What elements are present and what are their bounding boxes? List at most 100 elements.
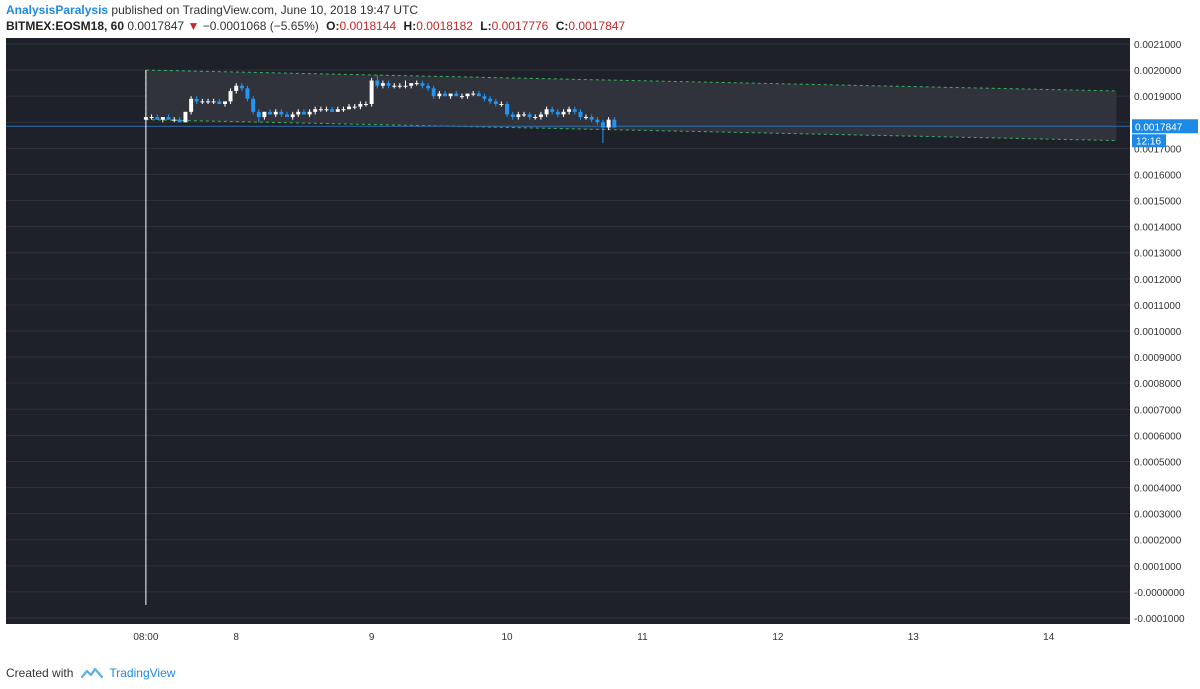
candle-body: [273, 111, 278, 115]
x-tick-label: 14: [1043, 632, 1055, 643]
candlestick-chart[interactable]: 0.00210000.00200000.00190000.00180000.00…: [6, 38, 1200, 656]
y-tick-label: 0.0020000: [1134, 66, 1182, 77]
last-price: 0.0017847: [127, 19, 185, 33]
y-tick-label: 0.0011000: [1134, 301, 1181, 312]
countdown-label-bg: [1132, 134, 1166, 148]
last-price-tag: 0.0017847 12:16: [1132, 119, 1198, 148]
candle-body: [149, 117, 154, 119]
candle-body: [166, 117, 171, 120]
candle-body: [307, 111, 312, 115]
candle-body: [493, 101, 498, 105]
candle-body: [211, 101, 216, 103]
y-tick-label: -0.0000000: [1134, 588, 1185, 599]
candle-body: [499, 104, 504, 106]
candle-body: [488, 98, 493, 102]
candle-body: [330, 109, 335, 112]
candle-body: [386, 83, 391, 86]
candle-body: [465, 93, 470, 97]
y-tick-label: 0.0016000: [1134, 170, 1182, 181]
candle-body: [561, 111, 566, 115]
candle-body: [268, 111, 273, 115]
symbol-label[interactable]: BITMEX:EOSM18, 60: [6, 19, 125, 33]
y-tick-label: 0.0010000: [1134, 327, 1182, 338]
x-tick-label: 08:00: [133, 632, 158, 643]
ohlc-line: BITMEX:EOSM18, 60 0.0017847 ▼ −0.0001068…: [6, 19, 625, 33]
candle-body: [527, 114, 532, 118]
y-tick-label: 0.0008000: [1134, 379, 1182, 390]
candle-body: [550, 109, 555, 112]
publish-info: published on TradingView.com, June 10, 2…: [111, 3, 419, 17]
y-tick-label: 0.0017000: [1134, 144, 1182, 155]
candle-body: [262, 111, 267, 118]
x-tick-label: 9: [369, 632, 375, 643]
candle-body: [245, 88, 250, 99]
candle-body: [420, 83, 425, 86]
tradingview-brand[interactable]: TradingView: [109, 665, 176, 680]
y-tick-label: 0.0019000: [1134, 92, 1182, 103]
x-tick-label: 11: [637, 632, 648, 643]
candle-body: [234, 85, 239, 91]
candle-body: [358, 104, 363, 107]
candle-body: [347, 106, 351, 110]
candle-body: [476, 93, 481, 97]
close-label: C:: [555, 19, 569, 33]
candle-body: [160, 117, 165, 120]
footer: Created with TradingView: [0, 656, 1200, 689]
candle-body: [155, 117, 160, 120]
candle-body: [606, 119, 611, 128]
y-tick-label: 0.0006000: [1134, 431, 1182, 442]
candle-body: [251, 98, 256, 112]
candle-body: [403, 85, 408, 87]
candle-body: [318, 109, 323, 111]
low-label: L:: [480, 19, 492, 33]
candle-body: [200, 101, 205, 103]
y-tick-label: 0.0007000: [1134, 405, 1182, 416]
candle-body: [589, 117, 594, 120]
candle-body: [533, 117, 538, 119]
last-price-label-bg: [1132, 119, 1198, 134]
candle-body: [578, 111, 583, 118]
candle-body: [290, 114, 295, 118]
candle-body: [431, 88, 436, 97]
candle-body: [522, 114, 526, 116]
price-change: −0.0001068 (−5.65%): [202, 19, 319, 33]
candle-body: [584, 117, 588, 119]
x-tick-label: 13: [908, 632, 920, 643]
candle-body: [544, 109, 549, 115]
candle-body: [567, 109, 572, 112]
candle-body: [612, 119, 617, 128]
chart-area[interactable]: 0.00210000.00200000.00190000.00180000.00…: [6, 38, 1200, 656]
x-axis: 08:00 8 9 10 11 12 13 14: [133, 632, 1054, 643]
candle-body: [437, 93, 442, 97]
candle-body: [392, 85, 397, 87]
candle-body: [296, 111, 301, 115]
change-arrow-icon: ▼: [187, 19, 200, 33]
y-tick-label: 0.0004000: [1134, 484, 1182, 495]
open-label: O:: [326, 19, 340, 33]
author-link[interactable]: AnalysisParalysis: [6, 3, 109, 17]
x-tick-label: 10: [501, 632, 513, 643]
candle-body: [223, 101, 227, 105]
candle-body: [228, 90, 233, 102]
x-tick-label: 12: [772, 632, 784, 643]
candle-body: [426, 85, 431, 89]
chart-header: AnalysisParalysis published on TradingVi…: [0, 0, 1200, 38]
candle-body: [172, 119, 177, 121]
high-value: 0.0018182: [416, 19, 473, 33]
y-tick-label: 0.0012000: [1134, 275, 1182, 286]
y-tick-label: 0.0001000: [1134, 562, 1182, 573]
candle-body: [595, 119, 600, 123]
candle-body: [510, 114, 515, 118]
candle-body: [352, 106, 357, 108]
candle-body: [555, 111, 560, 115]
candles: [143, 70, 617, 605]
candle-body: [335, 109, 340, 112]
candle-body: [177, 119, 182, 123]
x-tick-label: 8: [233, 632, 239, 643]
y-tick-label: 0.0003000: [1134, 510, 1182, 521]
y-tick-label: 0.0002000: [1134, 536, 1182, 547]
candle-body: [482, 96, 487, 99]
open-value: 0.0018144: [339, 19, 397, 33]
tradingview-logo-icon[interactable]: [81, 667, 104, 679]
candle-body: [397, 85, 402, 87]
